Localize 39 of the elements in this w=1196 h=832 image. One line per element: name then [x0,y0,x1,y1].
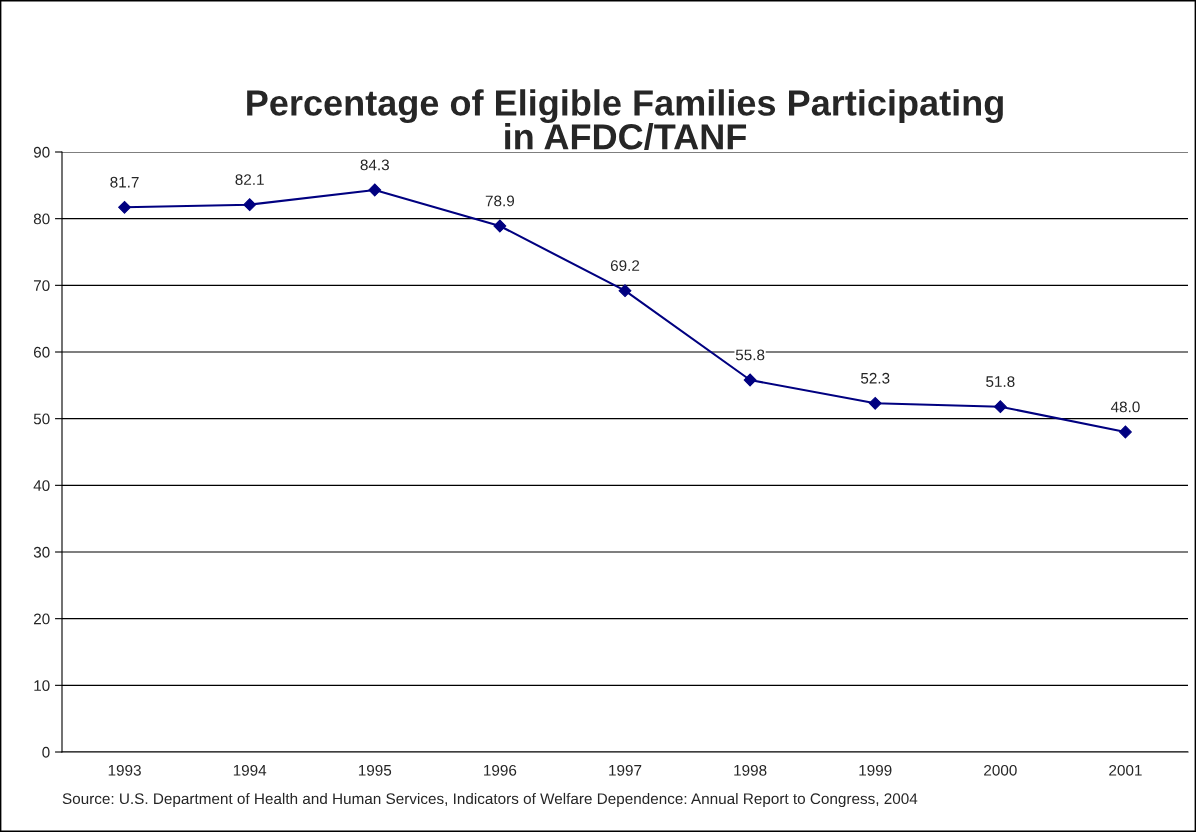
y-tick-label: 10 [34,680,50,692]
x-tick-label: 1996 [484,764,517,776]
point [243,198,257,212]
y-tick-label: 60 [33,346,50,358]
data-label: 55.8 [735,349,765,361]
y-tick-label: 30 [33,546,50,558]
point [368,183,382,197]
x-tick-label: 1999 [859,764,892,776]
y-tick-label: 70 [33,280,50,292]
data-label: 52.3 [860,372,890,384]
x-tick-label: 2001 [1109,764,1142,776]
x-tick-label: 2000 [984,764,1017,776]
data-label: 69.2 [610,260,640,271]
y-tick-label: 20 [33,613,50,625]
data-label: 51.8 [986,376,1015,387]
y-tick-label: 0 [42,746,50,758]
point [618,284,632,298]
point [1119,425,1132,439]
point [868,396,882,410]
x-tick-label: 1997 [609,764,642,776]
data-label: 82.1 [235,174,264,185]
y-tick-label: 50 [33,413,50,425]
x-tick-label: 1998 [734,764,767,776]
chart-title: Percentage of Eligible Families Participating in AFDC/TANF [247,89,1003,150]
point [993,400,1007,414]
y-tick-label: 40 [33,480,50,492]
point [118,200,131,214]
x-tick-label: 1995 [358,764,392,776]
x-tick-label: 1993 [108,764,141,776]
source-note: Source: U.S. Department of Health and Human Services, Indicators of Welfare Dependence: Annual Report to Congress, 2004 [62,792,918,808]
data-label: 81.7 [110,176,139,188]
point [743,373,757,387]
data-label: 84.3 [360,159,389,171]
data-label: 78.9 [485,195,515,207]
data-label: 48.0 [1110,401,1140,413]
y-tick-label: 90 [33,146,50,158]
y-tick-label: 80 [33,213,50,225]
x-tick-label: 1994 [233,764,267,776]
point [493,219,507,233]
